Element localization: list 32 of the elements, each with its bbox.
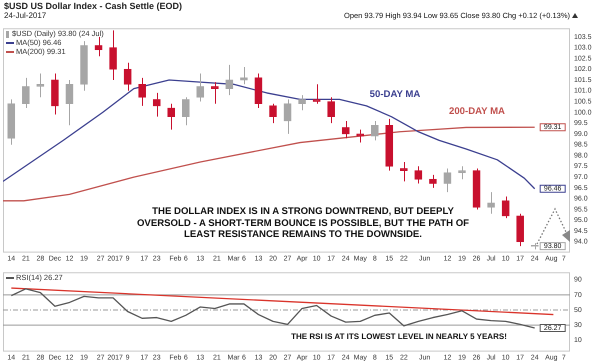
candlestick — [356, 129, 364, 144]
candlestick — [472, 168, 480, 210]
chart-subtitle: 24-Jul-2017 — [4, 11, 46, 20]
candlestick — [240, 66, 248, 85]
candlestick — [254, 73, 262, 109]
candlestick — [138, 77, 146, 106]
candlestick — [298, 94, 306, 111]
candlestick — [80, 40, 88, 92]
annotation: 200-DAY MA — [448, 106, 506, 118]
candlestick — [182, 96, 190, 126]
candlestick — [51, 73, 59, 116]
candlestick — [36, 73, 44, 98]
candlestick — [400, 161, 408, 182]
candlestick — [429, 174, 437, 188]
candlestick — [124, 62, 132, 92]
candlestick — [502, 196, 510, 219]
candlestick — [327, 96, 335, 124]
candlestick — [22, 77, 30, 109]
candlestick — [312, 84, 320, 104]
candlestick — [516, 213, 524, 247]
candlestick — [211, 82, 219, 104]
chart-title: $USD US Dollar Index - Cash Settle (EOD) — [4, 1, 182, 11]
candlestick — [109, 30, 117, 80]
candlestick — [94, 36, 102, 57]
candlestick — [66, 79, 74, 126]
candlestick — [7, 98, 16, 146]
candlestick — [487, 192, 495, 214]
annotation: 50-DAY MA — [368, 89, 422, 100]
candlestick — [385, 118, 394, 172]
annotation: THE DOLLAR INDEX IS IN A STRONG DOWNTREND, BUT DEEPLY OVERSOLD - A SHORT-TERM BOUNCE IS POSSIBLE, BUT THE PATH OF LEAST RESISTANCE REMAINS TO THE DOWNSIDE. — [136, 206, 470, 240]
annotation: THE RSI IS AT ITS LOWEST LEVEL IN NEARLY 5 YEARS! — [290, 332, 508, 342]
candlestick — [284, 98, 292, 134]
